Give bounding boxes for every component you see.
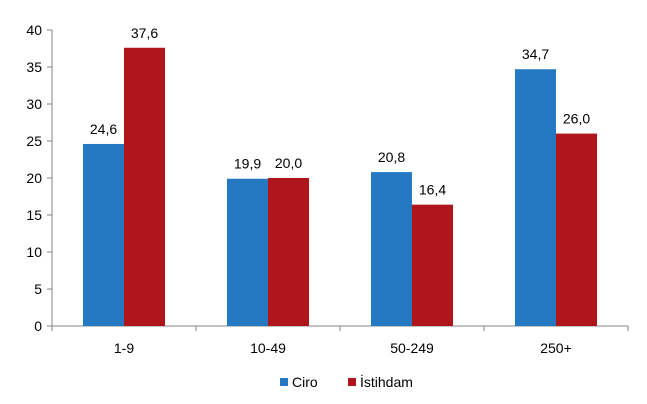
legend-swatch-ciro — [280, 378, 288, 386]
data-label-ciro-1-9: 24,6 — [90, 121, 117, 137]
x-tick-label-50-249: 50-249 — [390, 340, 434, 356]
legend: Ciro İstihdam — [280, 373, 413, 390]
x-tick-label-250: 250+ — [540, 340, 572, 356]
data-label-i-stihdam-50-249: 16,4 — [419, 182, 446, 198]
x-tick-label-10-49: 10-49 — [250, 340, 286, 356]
legend-label-istihdam: İstihdam — [360, 373, 413, 390]
y-axis: 0 5 10 15 20 25 30 35 40 — [26, 22, 53, 334]
data-label-ciro-50-249: 20,8 — [378, 149, 405, 165]
y-tick-label: 35 — [26, 59, 42, 75]
bar-i-stihdam-50-249 — [412, 204, 453, 326]
y-tick-label: 20 — [26, 170, 42, 186]
y-tick-label: 40 — [26, 22, 42, 38]
y-tick-label: 5 — [34, 281, 42, 297]
x-axis: 1-9 10-49 50-249 250+ — [51, 325, 629, 356]
data-label-ciro-250: 34,7 — [522, 46, 549, 62]
legend-label-ciro: Ciro — [292, 374, 318, 390]
bar-ciro-50-249 — [371, 172, 412, 326]
y-tick-label: 0 — [34, 318, 42, 334]
bar-i-stihdam-10-49 — [268, 178, 309, 326]
bars — [83, 47, 597, 326]
legend-swatch-istihdam — [348, 378, 356, 386]
y-tick-label: 10 — [26, 244, 42, 260]
x-tick-label-1-9: 1-9 — [114, 340, 134, 356]
bar-i-stihdam-250 — [556, 133, 597, 326]
y-tick-label: 30 — [26, 96, 42, 112]
y-tick-label: 15 — [26, 207, 42, 223]
bar-ciro-10-49 — [227, 178, 268, 326]
bar-ciro-250 — [515, 69, 556, 326]
y-tick-label: 25 — [26, 133, 42, 149]
data-label-i-stihdam-250: 26,0 — [563, 111, 590, 127]
data-label-i-stihdam-10-49: 20,0 — [275, 155, 302, 171]
bar-ciro-1-9 — [83, 143, 124, 326]
data-label-i-stihdam-1-9: 37,6 — [131, 25, 158, 41]
data-labels: 24,6 37,6 19,9 20,0 20,8 16,4 34,7 26,0 — [90, 25, 590, 198]
data-label-ciro-10-49: 19,9 — [234, 156, 261, 172]
bar-i-stihdam-1-9 — [124, 47, 165, 326]
